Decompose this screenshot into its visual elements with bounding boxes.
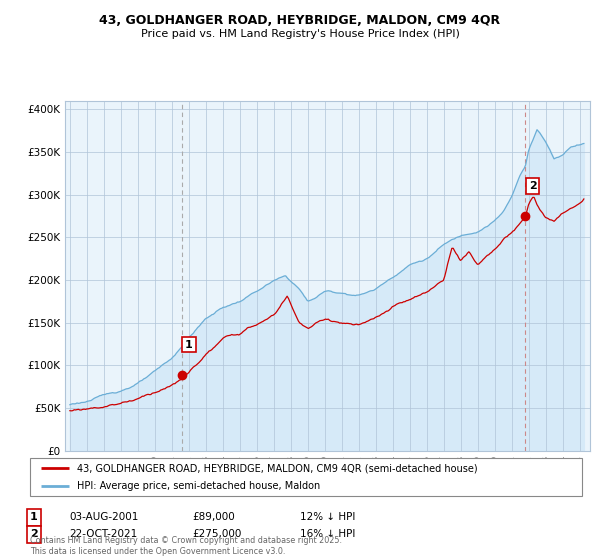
Text: 03-AUG-2001: 03-AUG-2001 xyxy=(69,512,139,522)
Text: 43, GOLDHANGER ROAD, HEYBRIDGE, MALDON, CM9 4QR (semi-detached house): 43, GOLDHANGER ROAD, HEYBRIDGE, MALDON, … xyxy=(77,463,478,473)
Text: 43, GOLDHANGER ROAD, HEYBRIDGE, MALDON, CM9 4QR: 43, GOLDHANGER ROAD, HEYBRIDGE, MALDON, … xyxy=(100,14,500,27)
Text: 16% ↓ HPI: 16% ↓ HPI xyxy=(300,529,355,539)
Text: Contains HM Land Registry data © Crown copyright and database right 2025.
This d: Contains HM Land Registry data © Crown c… xyxy=(30,536,342,556)
Text: £89,000: £89,000 xyxy=(192,512,235,522)
Text: 22-OCT-2021: 22-OCT-2021 xyxy=(69,529,137,539)
Text: 1: 1 xyxy=(185,339,193,349)
Text: 2: 2 xyxy=(30,529,38,539)
Text: Price paid vs. HM Land Registry's House Price Index (HPI): Price paid vs. HM Land Registry's House … xyxy=(140,29,460,39)
Text: 12% ↓ HPI: 12% ↓ HPI xyxy=(300,512,355,522)
Text: 1: 1 xyxy=(30,512,38,522)
Text: £275,000: £275,000 xyxy=(192,529,241,539)
Text: HPI: Average price, semi-detached house, Maldon: HPI: Average price, semi-detached house,… xyxy=(77,481,320,491)
Text: 2: 2 xyxy=(529,181,536,191)
